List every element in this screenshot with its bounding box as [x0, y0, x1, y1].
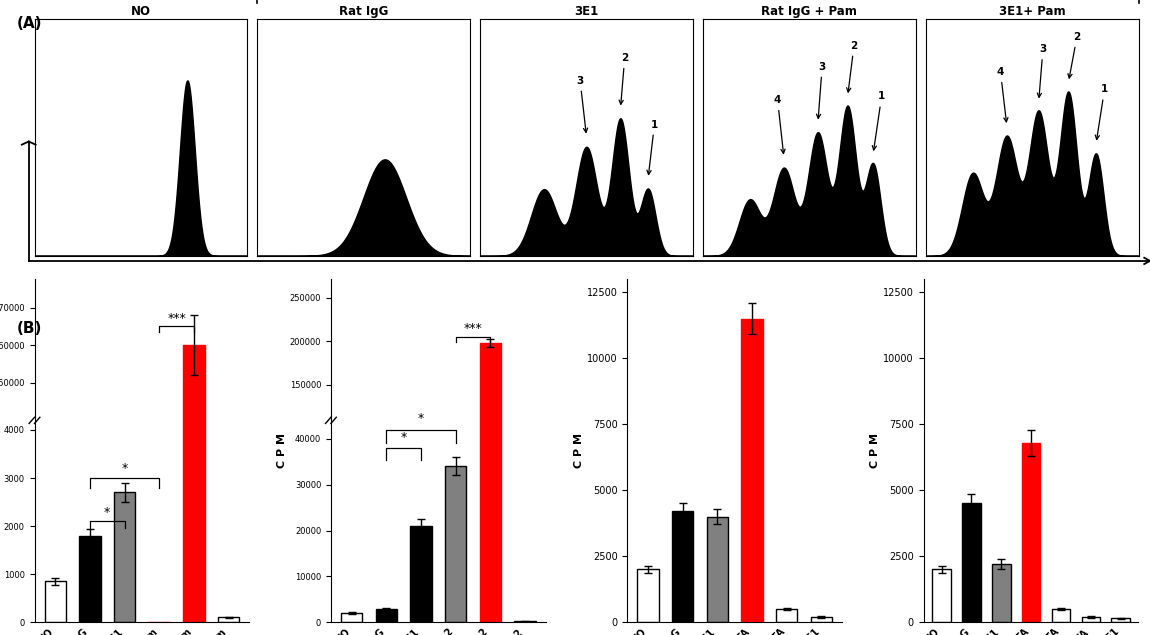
Text: 1: 1	[647, 119, 658, 175]
Bar	[672, 511, 693, 622]
Text: ***: ***	[463, 323, 482, 335]
Bar	[183, 345, 205, 622]
Bar	[1022, 443, 1041, 622]
Bar	[148, 622, 170, 635]
Text: ***: ***	[167, 312, 186, 325]
Text: *: *	[400, 431, 407, 444]
Y-axis label: C P M: C P M	[277, 433, 286, 468]
Text: 2: 2	[619, 53, 628, 104]
Title: Rat IgG + Pam: Rat IgG + Pam	[761, 5, 858, 18]
Text: (A): (A)	[17, 16, 43, 31]
Text: *: *	[105, 506, 110, 519]
Bar	[742, 319, 762, 622]
Bar	[706, 517, 728, 622]
Title: 3E1+ Pam: 3E1+ Pam	[999, 5, 1066, 18]
Bar	[480, 343, 501, 622]
Text: 4: 4	[774, 95, 785, 154]
Bar	[411, 526, 431, 622]
Bar	[1052, 609, 1071, 622]
Title: Rat IgG: Rat IgG	[339, 5, 389, 18]
Text: 3: 3	[816, 62, 826, 118]
Bar	[1111, 618, 1129, 622]
Bar	[963, 504, 981, 622]
Bar	[776, 609, 797, 622]
Text: 4: 4	[997, 67, 1007, 122]
Text: 2: 2	[846, 41, 858, 92]
Bar	[445, 466, 467, 622]
Text: *: *	[417, 413, 424, 425]
Text: 3: 3	[576, 76, 588, 133]
Bar	[114, 493, 136, 622]
Bar	[376, 608, 397, 622]
Text: 3: 3	[1037, 44, 1046, 97]
Bar	[933, 570, 951, 622]
Text: *: *	[122, 462, 128, 475]
Text: 2: 2	[1068, 32, 1081, 78]
Title: 3E1: 3E1	[574, 5, 599, 18]
Y-axis label: C P M: C P M	[871, 433, 881, 468]
Bar	[637, 570, 659, 622]
Bar	[45, 582, 66, 622]
Title: NO: NO	[131, 5, 151, 18]
Bar	[1081, 617, 1101, 622]
Text: 1: 1	[1095, 84, 1109, 140]
Bar	[79, 536, 101, 622]
Bar	[217, 617, 239, 622]
Text: (B): (B)	[17, 321, 43, 336]
Bar	[992, 565, 1011, 622]
Bar	[811, 617, 833, 622]
Bar	[340, 613, 362, 622]
Text: 1: 1	[872, 91, 886, 150]
Y-axis label: C P M: C P M	[574, 433, 584, 468]
